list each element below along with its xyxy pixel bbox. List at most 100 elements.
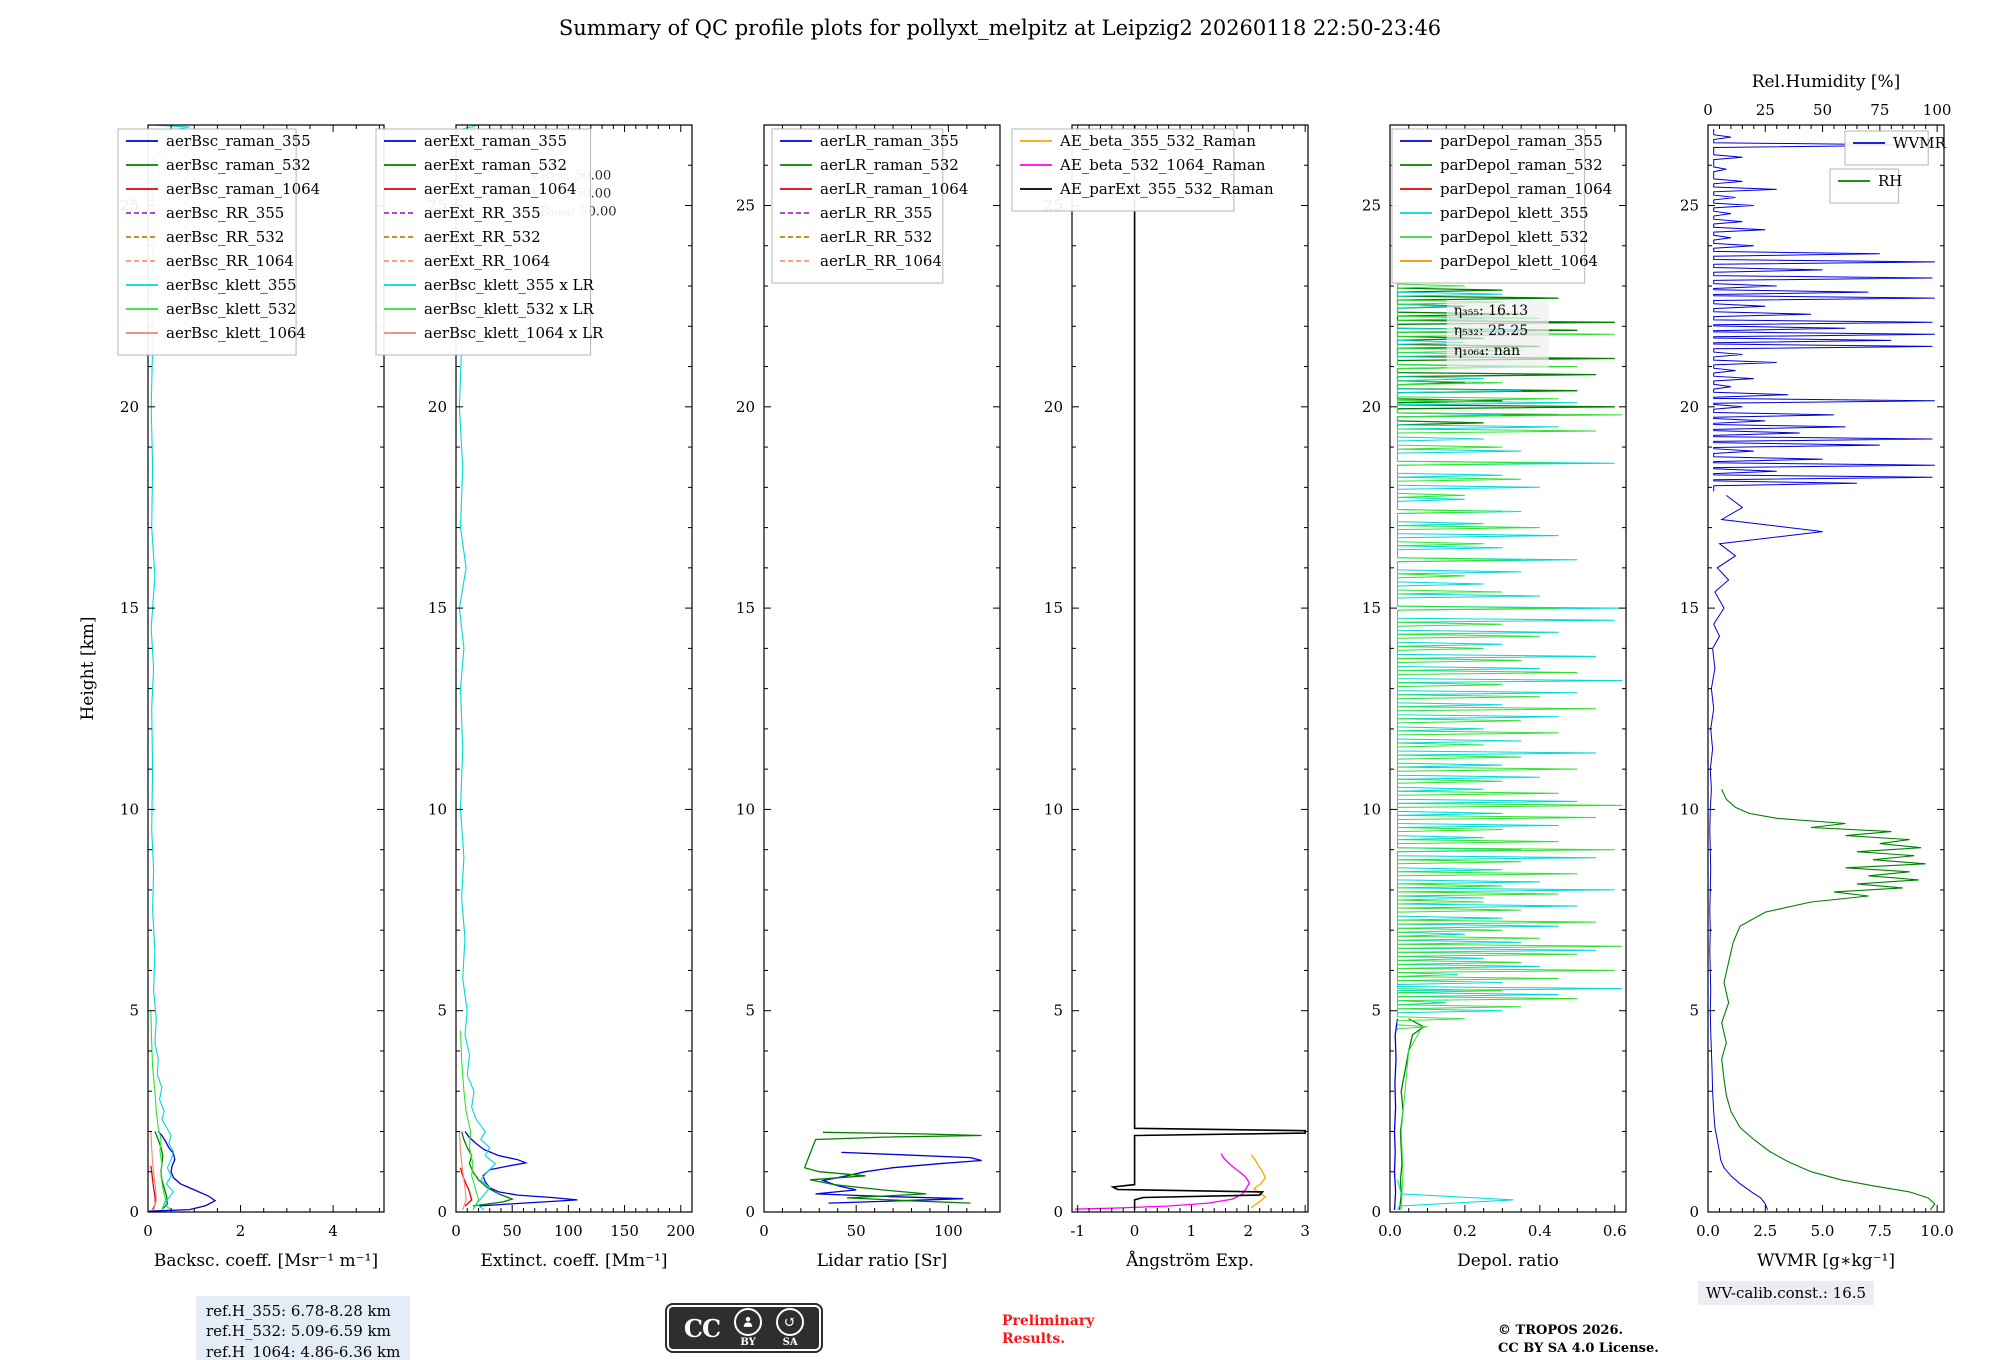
legend-label: aerBsc_raman_532 <box>166 156 311 174</box>
x-tick-label: 2 <box>1244 1222 1254 1240</box>
series-layer <box>1709 129 1936 1211</box>
legend-box <box>1391 128 1586 284</box>
legend-label: aerBsc_RR_532 <box>166 228 284 246</box>
y-tick-label: 20 <box>736 398 755 416</box>
top-tick-label: 50 <box>1813 101 1832 119</box>
legend-label: aerLR_RR_1064 <box>820 252 942 270</box>
legend-label: aerExt_RR_1064 <box>424 252 550 270</box>
x-tick-label: 0 <box>759 1222 769 1240</box>
series-aerExt_raman_532 <box>460 1131 515 1207</box>
cc-logo: CC <box>683 1313 721 1343</box>
series-AE_beta_532_1064_Raman <box>1074 1153 1251 1210</box>
x-tick-label: 0.0 <box>1696 1222 1720 1240</box>
x-tick-label: 2.5 <box>1753 1222 1777 1240</box>
x-tick-label: 0 <box>1130 1222 1140 1240</box>
legend-label: aerLR_RR_355 <box>820 204 932 222</box>
y-tick-label: 10 <box>428 800 447 818</box>
x-tick-label: 4 <box>328 1222 338 1240</box>
series-aerBsc_klett_1064 <box>150 1131 157 1211</box>
y-tick-label: 20 <box>1044 398 1063 416</box>
y-tick-label: 20 <box>1362 398 1381 416</box>
y-tick-label: 5 <box>1053 1002 1063 1020</box>
panel-extinction: 0501001502000510152025Extinct. coeff. [M… <box>375 124 695 1271</box>
x-axis-label: WVMR [g∗kg⁻¹] <box>1757 1251 1895 1271</box>
legend-label: aerBsc_klett_532 x LR <box>424 300 595 318</box>
top-tick-label: 100 <box>1923 101 1952 119</box>
legend-label: AE_parExt_355_532_Raman <box>1059 180 1274 198</box>
legend-label: aerLR_raman_1064 <box>820 180 968 198</box>
top-axis-label: Rel.Humidity [%] <box>1752 72 1901 92</box>
legend-label: aerBsc_raman_1064 <box>166 180 320 198</box>
annotation-text: η₁₀₆₄: nan <box>1454 343 1520 359</box>
legend-box <box>1844 130 1929 166</box>
y-tick-label: 20 <box>428 398 447 416</box>
x-tick-label: 0 <box>143 1222 153 1240</box>
series-aerExt_raman_355 <box>464 1131 578 1207</box>
legend-label: WVMR <box>1893 134 1947 152</box>
axes-frame <box>147 124 385 1213</box>
legend-box <box>1011 128 1235 212</box>
panel-backscatter: 0240510152025Backsc. coeff. [Msr⁻¹ m⁻¹]H… <box>78 124 385 1271</box>
y-tick-label: 20 <box>1680 398 1699 416</box>
x-tick-label: 5.0 <box>1811 1222 1835 1240</box>
series-parDepol_klett_532 <box>1397 283 1623 1031</box>
axes-frame <box>1071 124 1309 1213</box>
axes-frame <box>1389 124 1627 1213</box>
legend-label: parDepol_klett_532 <box>1440 228 1589 246</box>
legend-box <box>1829 168 1900 204</box>
legend-label: aerBsc_RR_1064 <box>166 252 294 270</box>
series-parDepol_klett_532 <box>1400 1030 1421 1211</box>
x-tick-label: 10.0 <box>1920 1222 1953 1240</box>
legend-label: aerBsc_klett_1064 <box>166 324 306 342</box>
cc-license-badge: CC BY ↺ SA <box>665 1303 823 1353</box>
series-aerExt_raman_1064 <box>459 1167 473 1207</box>
y-tick-label: 10 <box>736 800 755 818</box>
legend-box <box>117 128 297 356</box>
axes-frame <box>1707 124 1945 1213</box>
x-tick-label: 0.4 <box>1528 1222 1552 1240</box>
x-tick-label: 150 <box>610 1222 639 1240</box>
y-tick-label: 10 <box>1680 800 1699 818</box>
series-aerLR_raman_532 <box>803 1131 982 1204</box>
preliminary-note: Preliminary Results. <box>1002 1313 1095 1348</box>
x-tick-label: 50 <box>503 1222 522 1240</box>
legend-label: parDepol_klett_1064 <box>1440 252 1598 270</box>
y-tick-label: 0 <box>129 1203 139 1221</box>
annotation-text: η₅₃₂: 25.25 <box>1454 323 1528 339</box>
top-tick-label: 75 <box>1870 101 1889 119</box>
series-aerBsc_raman_355 <box>148 1131 217 1212</box>
y-tick-label: 5 <box>1689 1002 1699 1020</box>
panel-lidar-ratio: 0 50 100 0 5 10 15 20 25 Lidar ratio [Sr] aerLR_ra… <box>736 124 1001 1271</box>
legend-label: aerLR_RR_532 <box>820 228 932 246</box>
ref-h-1064: ref.H_1064: 4.86-6.36 km <box>206 1342 401 1360</box>
reference-heights-box: ref.H_355: 6.78-8.28 km ref.H_532: 5.09-… <box>196 1296 411 1360</box>
legend-label: aerBsc_klett_532 <box>166 300 297 318</box>
y-tick-label: 5 <box>129 1002 139 1020</box>
ref-h-532: ref.H_532: 5.09-6.59 km <box>206 1322 391 1341</box>
legend-label: aerExt_raman_355 <box>424 132 567 150</box>
series-parDepol_klett_355 <box>1397 1179 1514 1211</box>
x-axis-label: Ångström Exp. <box>1125 1250 1254 1271</box>
x-tick-label: 100 <box>934 1222 963 1240</box>
x-axis-label: Backsc. coeff. [Msr⁻¹ m⁻¹] <box>154 1251 378 1271</box>
series-layer <box>1393 283 1623 1211</box>
y-tick-label: 10 <box>1362 800 1381 818</box>
y-tick-label: 0 <box>1053 1203 1063 1221</box>
wv-calib-note: WV-calib.const.: 16.5 <box>1698 1281 1875 1305</box>
y-tick-label: 15 <box>1362 599 1381 617</box>
y-axis-label: Height [km] <box>78 616 98 720</box>
y-tick-label: 10 <box>1044 800 1063 818</box>
series-aerBsc_klett_532 <box>150 1010 167 1211</box>
series-WVMR <box>1709 495 1823 1211</box>
x-tick-label: 0.2 <box>1453 1222 1477 1240</box>
y-tick-label: 5 <box>745 1002 755 1020</box>
y-tick-label: 25 <box>736 197 755 215</box>
x-tick-label: 50 <box>847 1222 866 1240</box>
legend-box <box>375 128 592 356</box>
legend-label: RH <box>1878 172 1902 190</box>
cc-sa-arrow-icon: ↺ <box>776 1308 805 1336</box>
legend-label: AE_beta_532_1064_Raman <box>1059 156 1266 174</box>
legend-label: aerExt_RR_532 <box>424 228 541 246</box>
panel-angstroem: -101230510152025Ångström Exp.AE_beta_355… <box>1011 124 1310 1271</box>
x-tick-label: 1 <box>1187 1222 1197 1240</box>
